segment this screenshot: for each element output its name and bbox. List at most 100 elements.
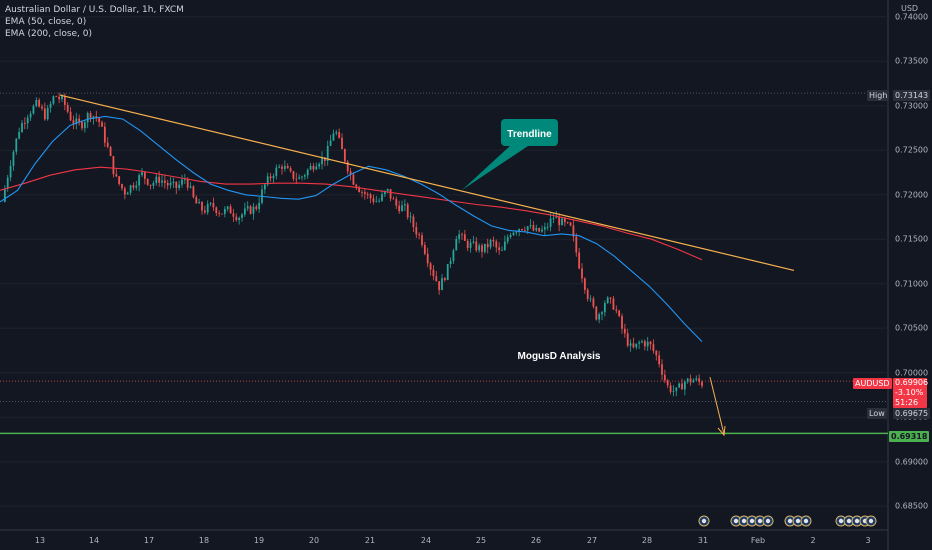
candle-body xyxy=(255,206,258,209)
candle-body xyxy=(441,278,443,291)
candle-body xyxy=(169,182,172,186)
candle-body xyxy=(69,111,72,121)
candle-body xyxy=(175,181,178,189)
candle-body xyxy=(83,122,86,129)
candle-body xyxy=(246,206,249,209)
candle-countdown: 51:26 xyxy=(895,398,919,407)
candle-body xyxy=(132,185,135,188)
candle-body xyxy=(429,263,432,270)
candle-body xyxy=(352,174,355,185)
candle-body xyxy=(329,140,332,146)
candle-body xyxy=(638,342,641,344)
candle-body xyxy=(89,113,92,119)
candle-body xyxy=(103,126,106,143)
candle-body xyxy=(315,166,318,170)
candle-body xyxy=(592,298,595,307)
last-price-tag: 0.69906 -3.10% 51:26 xyxy=(893,378,928,408)
candle-body xyxy=(115,174,118,177)
candle-body xyxy=(483,243,486,252)
candle-body xyxy=(106,142,109,147)
candle-body xyxy=(563,218,566,223)
candle-body xyxy=(49,103,52,108)
candle-body xyxy=(435,276,438,282)
price-tick-label: 0.68500 xyxy=(895,501,929,511)
candle-body xyxy=(369,194,372,199)
candle-body xyxy=(549,218,552,227)
candle-body xyxy=(312,165,315,170)
ema50-legend[interactable]: EMA (50, close, 0) xyxy=(5,17,87,27)
candle-body xyxy=(386,189,389,191)
candle-body xyxy=(543,226,546,230)
time-tick-label: 18 xyxy=(198,536,210,545)
candle-body xyxy=(426,253,429,264)
candle-body xyxy=(655,351,658,356)
candle-body xyxy=(363,192,366,195)
candle-body xyxy=(652,344,655,352)
candle-body xyxy=(26,117,29,124)
candle-body xyxy=(232,213,235,217)
candle-body xyxy=(46,107,49,120)
candle-body xyxy=(601,312,603,315)
candle-body xyxy=(689,378,692,383)
candle-body xyxy=(692,380,695,383)
ema200-legend[interactable]: EMA (200, close, 0) xyxy=(5,29,93,39)
candle-body xyxy=(303,175,306,177)
candle-body xyxy=(241,214,243,218)
candle-body xyxy=(466,240,469,248)
candle-body xyxy=(358,187,361,192)
candle-body xyxy=(283,166,286,169)
candle-body xyxy=(698,378,701,382)
candle-body xyxy=(541,229,543,232)
event-flag-icon-center xyxy=(795,518,801,524)
candle-body xyxy=(489,239,492,248)
candle-body xyxy=(366,194,369,195)
candle-body xyxy=(569,222,572,226)
candle-body xyxy=(243,208,246,215)
symbol-title[interactable]: Australian Dollar / U.S. Dollar, 1h, FXC… xyxy=(5,5,184,15)
event-flag-icon-center xyxy=(846,518,852,524)
candle-body xyxy=(286,166,289,169)
time-tick-label: 19 xyxy=(253,536,265,545)
candle-body xyxy=(523,230,526,231)
candle-body xyxy=(463,234,466,241)
candle-body xyxy=(695,378,698,381)
candle-body xyxy=(372,198,375,202)
candle-body xyxy=(23,123,26,124)
candle-body xyxy=(472,241,475,243)
candle-body xyxy=(606,297,609,303)
time-tick-label: Feb xyxy=(750,536,766,545)
candle-body xyxy=(218,212,221,214)
candle-body xyxy=(535,228,538,231)
candle-body xyxy=(32,105,35,114)
candle-body xyxy=(203,210,206,213)
candle-body xyxy=(326,145,329,162)
candle-body xyxy=(398,205,401,212)
candle-body xyxy=(375,201,378,203)
event-flag-icon-center xyxy=(765,518,771,524)
candle-body xyxy=(335,132,338,134)
candle-body xyxy=(438,281,441,291)
target-arrow xyxy=(709,377,725,435)
candle-body xyxy=(669,385,672,392)
candle-body xyxy=(509,235,512,238)
candle-body xyxy=(163,180,166,183)
candle-body xyxy=(338,132,341,138)
candle-body xyxy=(95,116,98,119)
callout-text: Trendline xyxy=(507,129,552,140)
candle-body xyxy=(309,165,312,170)
candle-body xyxy=(672,390,675,392)
candle-body xyxy=(615,309,618,311)
price-tick-label: 0.70000 xyxy=(895,368,929,378)
candle-body xyxy=(469,242,472,248)
candle-body xyxy=(109,146,112,157)
event-flag-icon-center xyxy=(787,518,793,524)
candle-body xyxy=(506,237,509,242)
candle-body xyxy=(632,343,635,348)
candle-body xyxy=(198,202,201,204)
candle-body xyxy=(301,176,303,178)
candle-body xyxy=(189,186,192,188)
event-flag-icon-center xyxy=(701,518,707,524)
candle-body xyxy=(412,216,415,228)
candle-body xyxy=(98,118,101,123)
